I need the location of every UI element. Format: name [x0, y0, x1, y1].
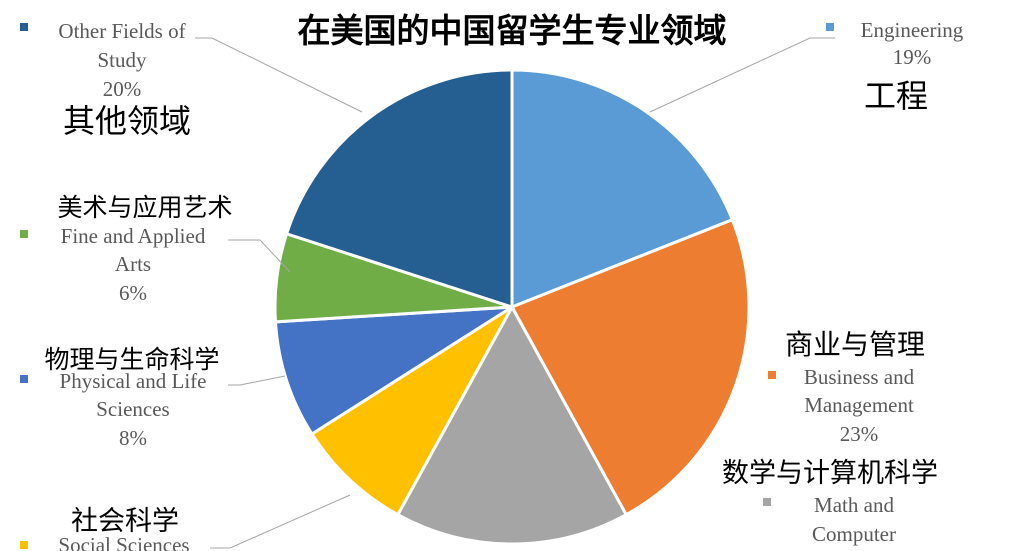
label-social-zh: 社会科学: [71, 506, 179, 537]
legend-swatch-social: [20, 541, 28, 549]
label-other-en2: Study: [97, 48, 147, 72]
legend-swatch-physical: [20, 375, 28, 383]
label-engineering-pct: 19%: [893, 45, 932, 69]
label-arts-en1: Fine and Applied: [61, 224, 206, 248]
label-math-zh: 数学与计算机科学: [722, 458, 938, 489]
legend-swatch-math: [763, 498, 771, 506]
label-other-zh: 其他领域: [63, 102, 191, 140]
leader-lines: [195, 37, 835, 549]
pie-slices: [273, 68, 751, 546]
pie-slice-social-sciences: [309, 305, 514, 517]
legend-swatch-other: [20, 23, 28, 31]
legend-swatch-engineering: [826, 23, 834, 31]
label-physical-en2: Sciences: [96, 397, 169, 421]
label-other-en1: Other Fields of: [58, 19, 185, 43]
label-other-pct: 20%: [103, 77, 142, 101]
label-business-en2: Management: [804, 393, 914, 417]
leader-line-arts: [228, 239, 291, 273]
legend-swatch-arts: [20, 230, 28, 238]
leader-line-other: [195, 37, 363, 113]
label-business-zh: 商业与管理: [785, 328, 925, 361]
leader-line-physical: [228, 375, 286, 386]
label-arts-zh: 美术与应用艺术: [57, 193, 232, 222]
label-social-en1: Social Sciences: [58, 533, 189, 551]
pie-slice-math-and-computer-science: [395, 303, 629, 546]
pie-slice-other-fields-of-study: [284, 68, 514, 310]
label-arts-pct: 6%: [119, 281, 147, 305]
label-engineering-zh: 工程: [864, 77, 928, 115]
label-business-pct: 23%: [840, 422, 879, 446]
label-math-en1: Math and: [814, 493, 894, 517]
label-math-en2: Computer: [812, 522, 896, 546]
label-physical-pct: 8%: [119, 426, 147, 450]
label-business-en1: Business and: [804, 365, 915, 389]
legend-swatch-business: [768, 371, 776, 379]
label-physical-en1: Physical and Life: [60, 369, 207, 393]
label-engineering-en: Engineering: [861, 18, 964, 42]
label-arts-en2: Arts: [115, 252, 151, 276]
pie-slice-business-and-management: [509, 217, 751, 517]
label-physical-zh: 物理与生命科学: [44, 345, 219, 374]
pie-slice-physical-and-life-sciences: [273, 305, 513, 437]
leader-line-social: [210, 494, 351, 549]
leader-line-engineering: [649, 37, 835, 113]
pie-slice-engineering: [510, 68, 735, 310]
chart-title: 在美国的中国留学生专业领域: [298, 11, 727, 50]
